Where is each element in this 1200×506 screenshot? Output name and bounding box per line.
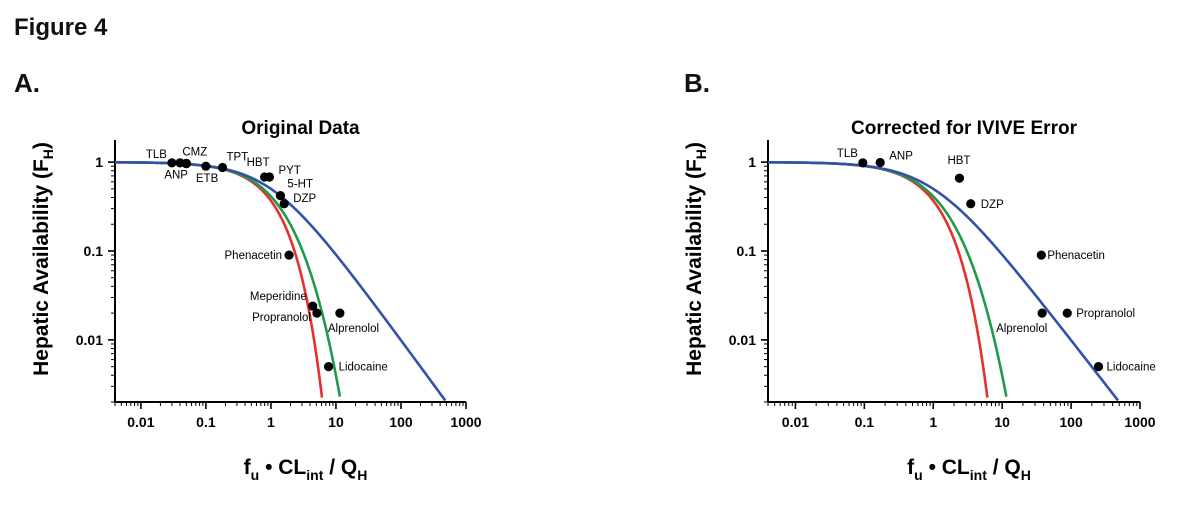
chart2-x-tick-label: 1 <box>929 414 937 430</box>
chart1-title: Original Data <box>241 118 360 139</box>
chart2-point-label: Phenacetin <box>1047 250 1105 262</box>
chart2-data-point <box>954 173 965 183</box>
chart1-data-point <box>323 362 334 372</box>
chart1-x-tick-label: 0.1 <box>196 414 216 430</box>
chart2-point-label: Propranolol <box>1076 308 1135 320</box>
chart1-data-point <box>335 308 345 318</box>
chart2-y-axis-label: Hepatic Availability (FH) <box>683 142 709 376</box>
chart1-point-label: PYT <box>278 165 300 177</box>
chart2-x-tick-label: 1000 <box>1124 414 1155 430</box>
chart1-y-axis-label: Hepatic Availability (FH) <box>30 142 56 376</box>
chart1-point-label: TPT <box>226 152 248 164</box>
chart2-y-tick-label: 0.1 <box>737 243 757 259</box>
chart2-x-axis-label: fu • CLint / QH <box>907 456 1031 483</box>
chart2-curve-blue <box>767 160 1120 402</box>
chart2-point-label: DZP <box>981 199 1004 211</box>
chart1-x-axis-label: fu • CLint / QH <box>244 456 368 483</box>
chart2-x-tick-label: 10 <box>994 414 1010 430</box>
chart2-data-point <box>966 199 976 209</box>
chart1-x-tick-label: 0.01 <box>127 414 154 430</box>
panel-a-letter: A. <box>14 68 40 98</box>
chart1-x-tick-label: 10 <box>328 414 344 430</box>
chart1-point-label: DZP <box>293 193 316 205</box>
chart1-data-point <box>275 191 286 201</box>
chart2-x-tick-label: 100 <box>1059 414 1083 430</box>
chart1-point-label: TLB <box>146 149 167 161</box>
chart2-point-label: ANP <box>889 151 913 163</box>
chart2-point-label: HBT <box>947 155 970 167</box>
chart2-title: Corrected for IVIVE Error <box>851 118 1078 139</box>
figure-title: Figure 4 <box>14 14 108 41</box>
chart1-data-point <box>279 199 289 209</box>
chart2-curve-green <box>767 160 1008 397</box>
chart1-point-label: Phenacetin <box>225 250 283 262</box>
chart2-x-tick-label: 0.1 <box>855 414 875 430</box>
chart1-point-label: CMZ <box>182 146 207 158</box>
chart2-point-label: Alprenolol <box>996 323 1047 335</box>
chart2-data-point <box>1093 362 1104 372</box>
chart1-x-tick-label: 1 <box>267 414 275 430</box>
chart2-data-point <box>1037 308 1047 318</box>
chart2-data-point <box>1036 250 1046 260</box>
chart1-y-tick-label: 0.01 <box>76 332 103 348</box>
chart2-curve-red <box>767 160 989 398</box>
chart1-data-point <box>181 159 191 169</box>
chart1-data-point <box>312 308 322 318</box>
chart1-y-tick-label: 1 <box>95 154 103 170</box>
chart1-data-point <box>308 301 318 311</box>
chart1-point-label: ANP <box>164 170 188 182</box>
chart2-data-point <box>1062 308 1072 318</box>
chart2-point-label: TLB <box>837 148 858 160</box>
chart2-data-point <box>858 158 868 168</box>
chart1-data-point <box>167 158 177 168</box>
chart1-point-label: 5-HT <box>287 179 313 191</box>
chart1-point-label: ETB <box>196 173 219 185</box>
panel-b-letter: B. <box>684 68 710 98</box>
chart1-data-point <box>284 250 294 260</box>
chart1-data-point <box>201 161 211 171</box>
chart2-y-tick-label: 0.01 <box>729 332 756 348</box>
chart2-x-tick-label: 0.01 <box>782 414 809 430</box>
chart1-x-tick-label: 1000 <box>450 414 481 430</box>
chart1-point-label: Lidocaine <box>339 362 388 374</box>
chart1-point-label: Alprenolol <box>328 323 379 335</box>
chart1-y-tick-label: 0.1 <box>84 243 104 259</box>
chart1-data-point <box>217 162 228 173</box>
chart1-point-label: Meperidine <box>250 291 307 303</box>
chart1-x-tick-label: 100 <box>389 414 413 430</box>
chart2-data-point <box>875 157 885 168</box>
chart1-point-label: Propranolol <box>252 312 311 324</box>
chart1-data-point <box>264 172 275 182</box>
chart2-point-label: Lidocaine <box>1107 362 1156 374</box>
chart1-point-label: HBT <box>247 157 270 169</box>
chart2-y-tick-label: 1 <box>748 154 756 170</box>
